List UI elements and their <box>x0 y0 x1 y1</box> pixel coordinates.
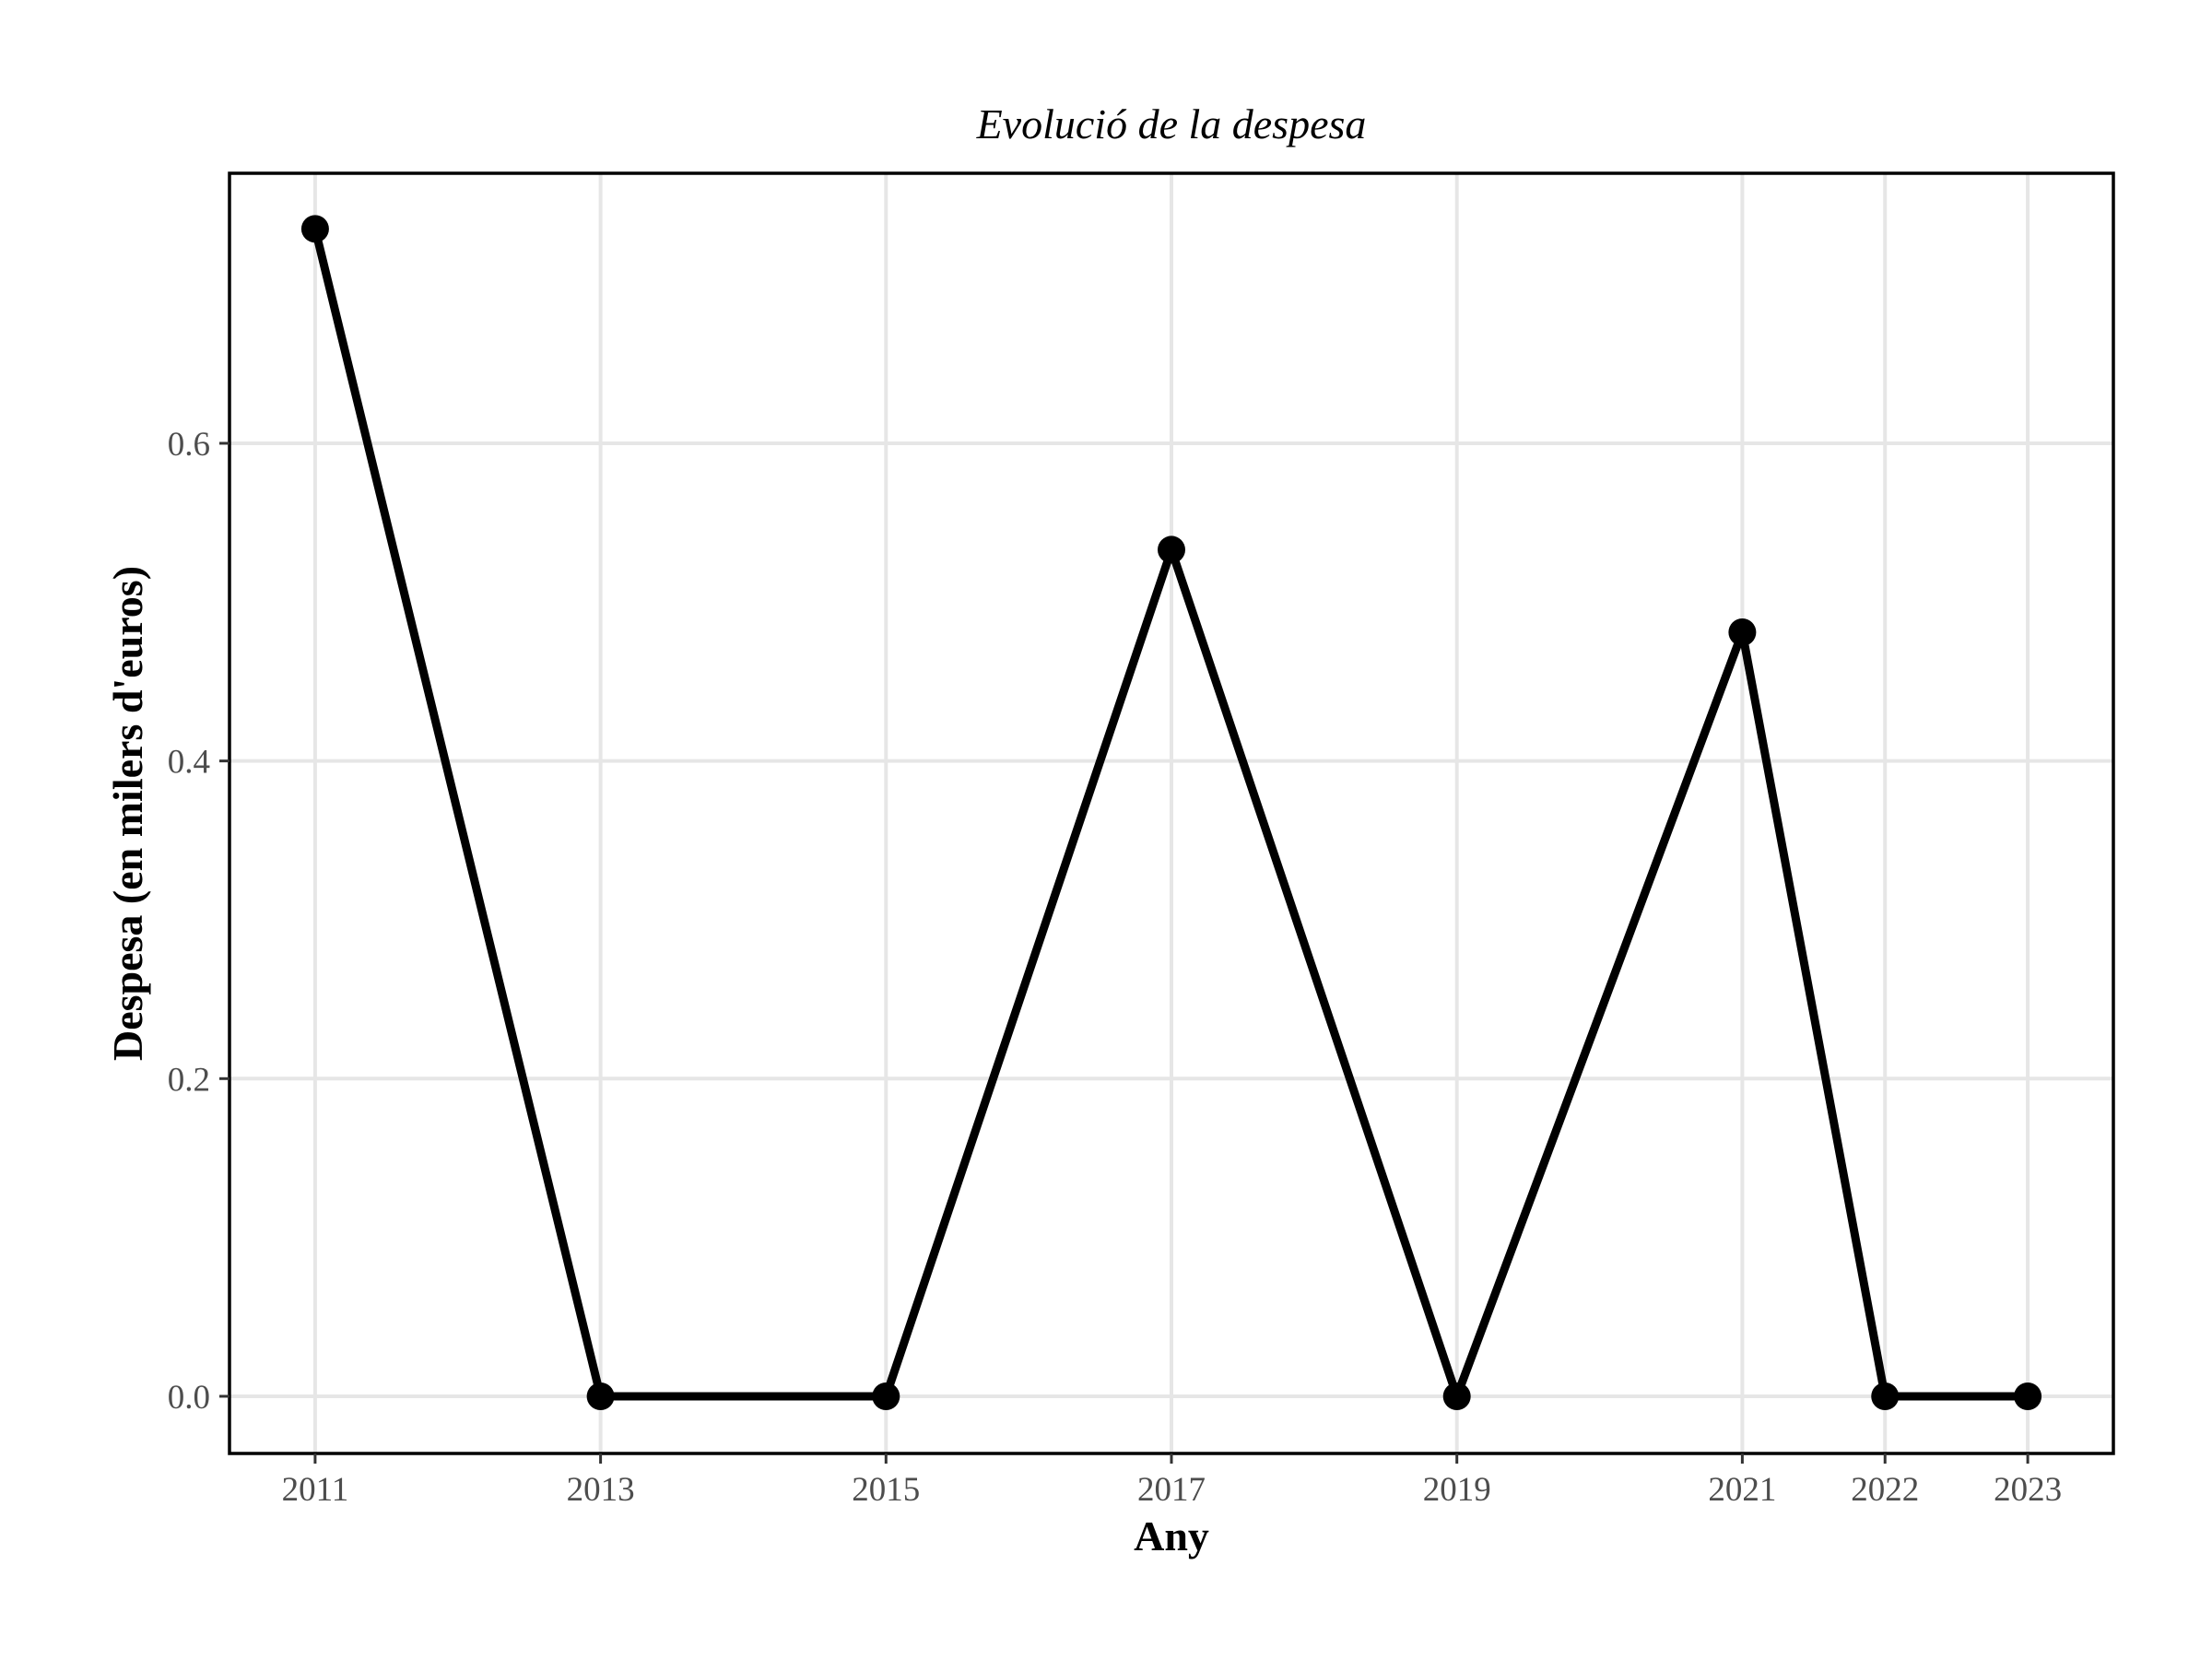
x-tick-label: 2017 <box>1137 1471 1206 1509</box>
y-tick-label: 0.2 <box>168 1061 210 1099</box>
chart-title: Evolució de la despesa <box>976 100 1367 147</box>
data-point <box>1442 1382 1471 1410</box>
x-tick-label: 2021 <box>1708 1471 1776 1509</box>
axis-layer: 2011 2013 2015 2017 2019 2021 2022 2023 0.0 0.2 0.… <box>168 426 2062 1509</box>
x-axis-title: Any <box>1134 1512 1209 1559</box>
y-axis-title: Despesa (en milers d'euros) <box>104 566 151 1061</box>
data-point <box>1871 1382 1900 1410</box>
series-line <box>311 228 2029 1401</box>
y-tick-label: 0.6 <box>168 426 210 464</box>
y-tick-label: 0.4 <box>168 744 210 782</box>
x-tick-label: 2022 <box>1851 1471 1919 1509</box>
data-point <box>300 215 329 243</box>
data-point <box>2014 1382 2042 1410</box>
grid-layer <box>229 173 2113 1453</box>
series-layer <box>300 215 2042 1410</box>
x-tick-label: 2015 <box>852 1471 920 1509</box>
x-tick-label: 2013 <box>567 1471 635 1509</box>
data-point <box>586 1382 615 1410</box>
data-point <box>1158 535 1185 564</box>
x-tick-label: 2011 <box>282 1471 349 1509</box>
data-point <box>1728 618 1757 647</box>
y-tick-label: 0.0 <box>168 1379 210 1417</box>
x-tick-label: 2023 <box>1994 1471 2062 1509</box>
data-point <box>872 1382 900 1410</box>
x-tick-label: 2019 <box>1423 1471 1491 1509</box>
